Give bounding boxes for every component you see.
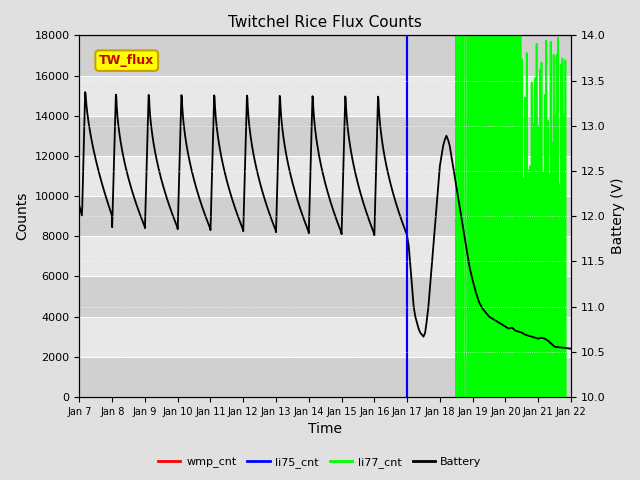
X-axis label: Time: Time bbox=[308, 422, 342, 436]
Text: TW_flux: TW_flux bbox=[99, 54, 154, 67]
Legend: wmp_cnt, li75_cnt, li77_cnt, Battery: wmp_cnt, li75_cnt, li77_cnt, Battery bbox=[154, 452, 486, 472]
Y-axis label: Counts: Counts bbox=[15, 192, 29, 240]
Bar bbox=[79, 276, 571, 317]
Y-axis label: Battery (V): Battery (V) bbox=[611, 178, 625, 254]
Title: Twitchel Rice Flux Counts: Twitchel Rice Flux Counts bbox=[228, 15, 422, 30]
Bar bbox=[79, 196, 571, 236]
Bar bbox=[79, 357, 571, 397]
Bar bbox=[79, 36, 571, 75]
Bar bbox=[79, 116, 571, 156]
